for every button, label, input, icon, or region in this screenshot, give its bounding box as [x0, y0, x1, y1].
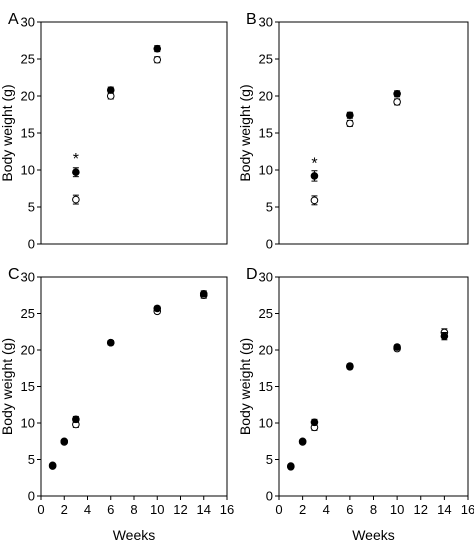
x-tick-label: 6 [346, 502, 353, 517]
filled-data-point [298, 437, 307, 446]
filled-data-point [440, 332, 449, 340]
y-axis-title: Body weight (g) [237, 84, 253, 181]
x-tick-label: 10 [150, 502, 164, 517]
chart-panel-a: A 0 5 10 15 20 25 30 Body weight (g) * [0, 11, 228, 252]
chart-panel-d: D 0 5 10 15 20 25 30 0 2 4 6 8 10 12 14 16 Body weight (g… [237, 266, 474, 543]
y-tick-label: 25 [21, 306, 35, 321]
y-tick-label: 25 [259, 52, 273, 67]
panel-label: C [8, 266, 20, 283]
x-tick-label: 2 [299, 502, 306, 517]
y-tick-label: 20 [21, 343, 35, 358]
x-tick-label: 8 [370, 502, 377, 517]
significance-marker: * [311, 156, 317, 173]
filled-data-point [310, 418, 319, 427]
y-tick-label: 5 [28, 452, 35, 467]
y-tick-label: 20 [259, 89, 273, 104]
x-tick-label: 0 [275, 502, 282, 517]
x-tick-label: 14 [437, 502, 451, 517]
x-tick-label: 10 [390, 502, 404, 517]
y-tick-label: 15 [259, 126, 273, 141]
filled-data-point [72, 168, 80, 177]
x-axis-title: Weeks [352, 527, 395, 543]
x-tick-label: 0 [37, 502, 44, 517]
y-axis-title: Body weight (g) [0, 338, 15, 435]
y-tick-label: 0 [28, 237, 35, 252]
filled-data-point [287, 462, 295, 470]
open-data-point [153, 55, 162, 64]
open-data-point [72, 195, 80, 204]
x-tick-label: 6 [107, 502, 114, 517]
x-tick-label: 16 [220, 502, 234, 517]
filled-data-point [393, 343, 401, 351]
panel-label: B [246, 11, 257, 28]
filled-data-point [72, 415, 80, 424]
y-tick-label: 0 [266, 237, 273, 252]
filled-data-point [153, 304, 162, 313]
filled-data-point [346, 111, 354, 120]
open-data-point [346, 119, 354, 128]
plot-frame [278, 21, 469, 245]
x-tick-label: 2 [61, 502, 68, 517]
y-tick-label: 10 [21, 416, 35, 431]
x-tick-label: 14 [197, 502, 211, 517]
y-tick-label: 25 [21, 52, 35, 67]
y-tick-label: 15 [259, 379, 273, 394]
y-tick-label: 10 [21, 163, 35, 178]
filled-data-point [106, 338, 115, 347]
filled-data-point [393, 89, 401, 98]
filled-data-point [199, 289, 208, 298]
plot-frame [40, 276, 228, 497]
chart-panel-c: C 0 5 10 15 20 25 30 0 2 4 6 8 10 12 14 16 Body weight (g… [0, 266, 234, 543]
y-axis-title: Body weight (g) [0, 84, 15, 181]
filled-data-point [310, 172, 319, 180]
y-tick-label: 20 [259, 343, 273, 358]
y-tick-label: 5 [266, 200, 273, 215]
y-tick-label: 10 [259, 163, 273, 178]
filled-data-point [153, 44, 162, 53]
chart-panel-b: B 0 5 10 15 20 25 30 Body weight (g) * [237, 11, 469, 252]
panel-label: D [246, 266, 258, 283]
y-tick-label: 30 [21, 15, 35, 30]
x-tick-label: 12 [173, 502, 187, 517]
y-tick-label: 20 [21, 89, 35, 104]
y-tick-label: 30 [259, 15, 273, 30]
y-tick-label: 0 [266, 489, 273, 504]
y-axis-title: Body weight (g) [237, 338, 253, 435]
panel-label: A [8, 11, 19, 28]
filled-data-point [106, 86, 115, 94]
filled-data-point [346, 362, 354, 370]
y-tick-label: 25 [259, 306, 273, 321]
filled-data-point [48, 461, 57, 470]
y-tick-label: 5 [266, 452, 273, 467]
y-tick-label: 10 [259, 416, 273, 431]
filled-data-point [60, 437, 69, 446]
open-data-point [393, 98, 401, 106]
y-tick-label: 0 [28, 489, 35, 504]
x-tick-label: 8 [130, 502, 137, 517]
x-tick-label: 16 [461, 502, 474, 517]
x-tick-label: 4 [323, 502, 330, 517]
plot-frame [40, 21, 228, 245]
plot-frame [278, 276, 469, 497]
y-tick-label: 30 [21, 270, 35, 285]
y-tick-label: 15 [21, 126, 35, 141]
y-tick-label: 30 [259, 270, 273, 285]
open-data-point [310, 196, 319, 205]
x-axis-title: Weeks [113, 527, 156, 543]
x-tick-label: 4 [84, 502, 91, 517]
significance-marker: * [73, 151, 79, 168]
y-tick-label: 15 [21, 379, 35, 394]
x-tick-label: 12 [414, 502, 428, 517]
y-tick-label: 5 [28, 200, 35, 215]
